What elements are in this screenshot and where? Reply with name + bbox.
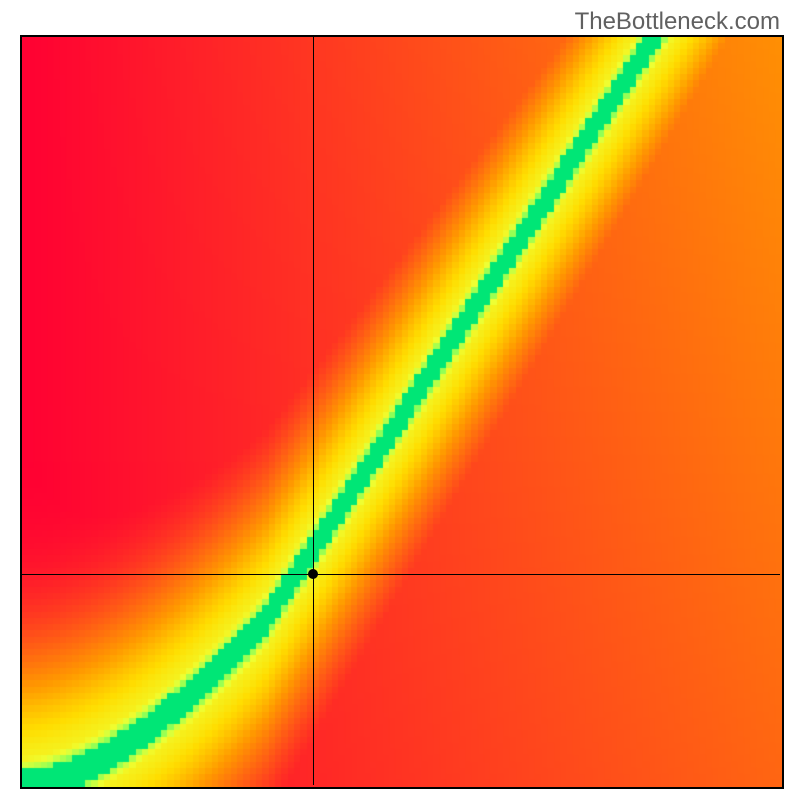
crosshair-horizontal-line <box>20 574 780 575</box>
watermark-text: TheBottleneck.com <box>575 8 780 36</box>
chart-container: TheBottleneck.com <box>0 0 800 800</box>
plot-area <box>20 35 780 785</box>
crosshair-vertical-line <box>313 35 314 785</box>
bottleneck-heatmap <box>20 35 784 789</box>
crosshair-marker-icon <box>308 569 318 579</box>
